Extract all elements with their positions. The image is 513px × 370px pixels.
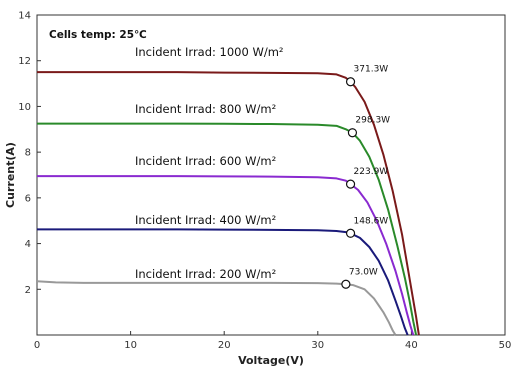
y-axis-label: Current(A) — [4, 142, 17, 208]
series-label: Incident Irrad: 400 W/m² — [135, 213, 276, 227]
y-tick-label: 2 — [25, 285, 31, 296]
plot-frame — [36, 14, 506, 336]
cells-temp-annotation: Cells temp: 25℃ — [49, 29, 147, 41]
mpp-power-label: 148.6W — [354, 216, 389, 226]
mpp-power-label: 371.3W — [354, 65, 389, 75]
series-label: Incident Irrad: 800 W/m² — [135, 102, 276, 116]
series-label: Incident Irrad: 600 W/m² — [135, 154, 276, 168]
mpp-marker — [345, 179, 356, 189]
x-axis-label: Voltage(V) — [238, 354, 304, 367]
y-tick-label: 4 — [25, 239, 31, 250]
x-tick-label: 20 — [218, 340, 231, 351]
series-line — [37, 175, 415, 336]
y-tick-label: 6 — [25, 193, 31, 204]
mpp-power-label: 298.3W — [355, 116, 390, 126]
mpp-marker — [341, 279, 351, 289]
y-tick-label: 10 — [18, 102, 31, 113]
x-tick-label: 10 — [124, 340, 137, 351]
mpp-power-label: 223.9W — [354, 167, 389, 177]
series-label: Incident Irrad: 200 W/m² — [135, 267, 276, 281]
mpp-marker — [347, 128, 358, 138]
y-tick-label: 12 — [18, 56, 31, 67]
mpp-power-label: 73.0W — [349, 267, 378, 277]
series-label: Incident Irrad: 1000 W/m² — [135, 45, 284, 59]
x-tick-label: 30 — [311, 340, 324, 351]
x-tick-label: 0 — [34, 340, 40, 351]
y-tick-label: 14 — [18, 11, 31, 22]
x-tick-label: 50 — [499, 340, 512, 351]
mpp-marker — [345, 228, 356, 238]
mpp-marker — [345, 77, 356, 87]
x-tick-label: 40 — [405, 340, 418, 351]
y-tick-label: 8 — [25, 148, 31, 159]
series-line — [36, 280, 397, 336]
